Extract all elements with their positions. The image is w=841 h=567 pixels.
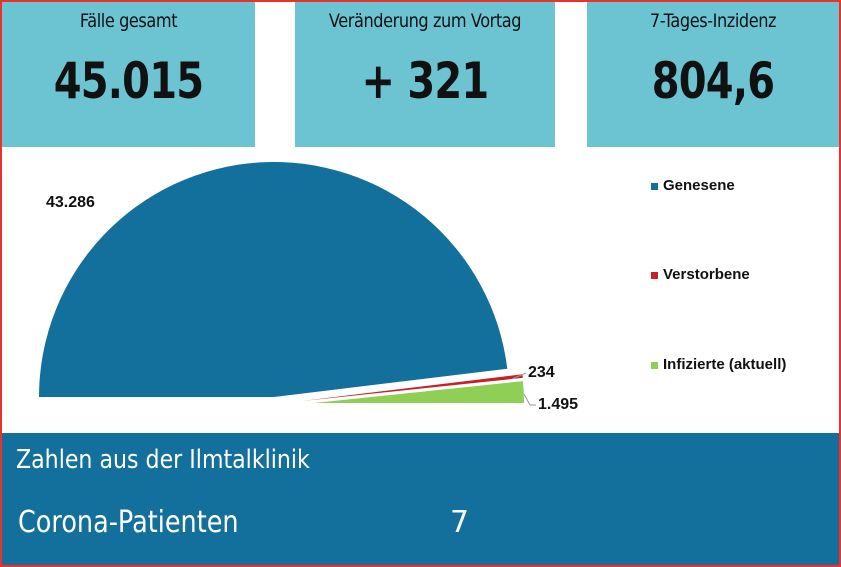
legend-swatch-infizierte [651,362,658,369]
data-label-infizierte: 1.495 [538,396,578,413]
patients-value: 7 [450,505,470,540]
legend-label-verstorbene: Verstorbene [663,266,750,283]
kpi-value: + 321 [361,52,490,110]
kpi-label: 7-Tages-Inzidenz [649,10,777,32]
legend-label-genesene: Genesene [663,177,735,194]
half-pie-chart: 43.286 234 1.495 Genesene Verstorbene Infizi… [39,162,786,413]
legend-label-infizierte: Infizierte (aktuell) [663,356,786,373]
slice-verstorbene [302,374,523,401]
clinic-title: Zahlen aus der Ilmtalklinik [16,445,310,475]
kpi-value: 45.015 [53,52,204,110]
kpi-incidence: 7-Tages-Inzidenz 804,6 [587,2,839,147]
kpi-label: Veränderung zum Vortag [328,10,522,32]
legend-swatch-genesene [651,183,658,190]
patients-label: Corona-Patienten [18,505,239,540]
kpi-total-cases: Fälle gesamt 45.015 [2,2,255,147]
slice-genesene [39,162,508,397]
leader-line [523,393,536,406]
data-label-genesene: 43.286 [46,194,95,211]
leader-line [511,372,527,380]
clinic-panel: Zahlen aus der Ilmtalklinik Corona-Patie… [2,433,839,565]
kpi-change: Veränderung zum Vortag + 321 [295,2,555,147]
kpi-value: 804,6 [651,52,775,110]
data-label-verstorbene: 234 [528,364,555,381]
kpi-label: Fälle gesamt [79,10,178,32]
slice-infizierte [314,381,524,403]
legend-swatch-verstorbene [651,272,658,279]
